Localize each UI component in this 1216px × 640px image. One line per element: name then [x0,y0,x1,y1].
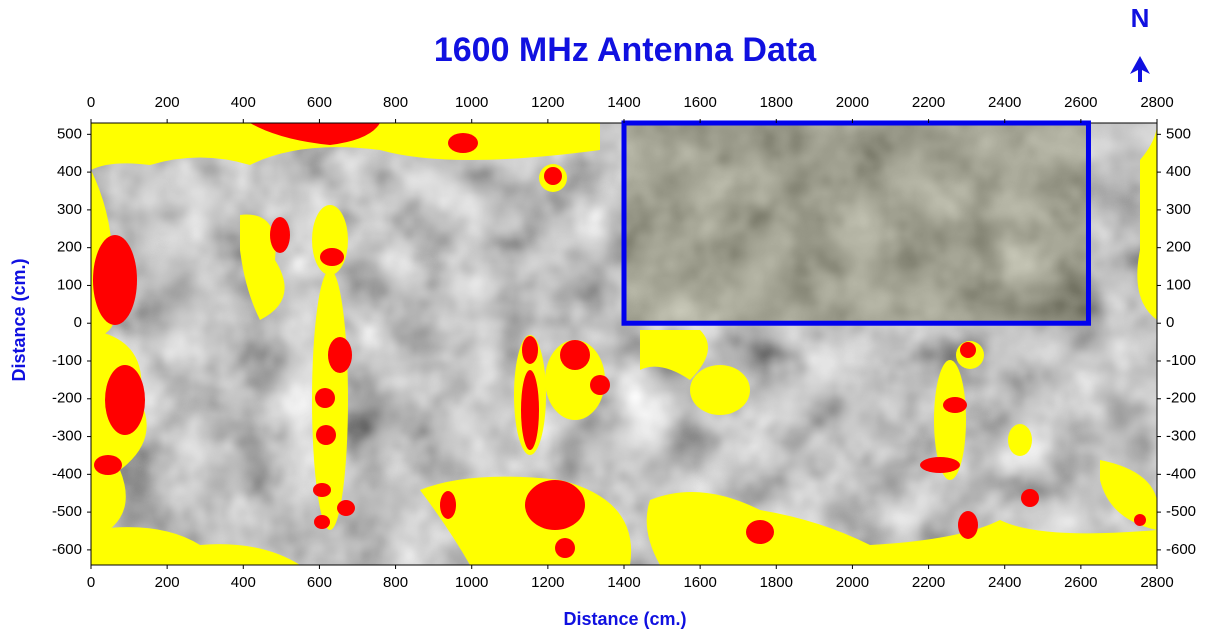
x-tick-label-top: 1000 [455,94,488,111]
x-tick-label-bottom: 2200 [912,574,945,591]
north-arrow [1130,56,1150,82]
y-tick-label-left: 100 [57,276,82,293]
y-tick-label-right: 0 [1166,314,1174,331]
y-tick-label-left: 200 [57,239,82,256]
x-tick-label-top: 600 [307,94,332,111]
y-tick-label-left: 0 [74,314,82,331]
y-tick-label-left: 500 [57,125,82,142]
x-axis-label: Distance (cm.) [563,609,686,629]
y-tick-label-right: 500 [1166,125,1191,142]
x-tick-label-bottom: 2600 [1064,574,1097,591]
highlight-shade [624,123,1089,324]
x-tick-label-bottom: 1800 [760,574,793,591]
x-tick-label-top: 2400 [988,94,1021,111]
x-tick-label-top: 2000 [836,94,869,111]
y-tick-label-right: -600 [1166,541,1196,558]
x-tick-label-top: 0 [87,94,95,111]
x-tick-label-top: 400 [231,94,256,111]
y-tick-label-right: -500 [1166,503,1196,520]
x-tick-label-bottom: 1000 [455,574,488,591]
y-tick-label-right: 400 [1166,163,1191,180]
y-tick-label-right: -100 [1166,352,1196,369]
x-tick-label-bottom: 2800 [1140,574,1173,591]
y-tick-label-left: 400 [57,163,82,180]
x-tick-label-top: 200 [155,94,180,111]
x-tick-label-top: 2600 [1064,94,1097,111]
y-tick-label-right: 300 [1166,201,1191,218]
y-tick-label-left: -600 [52,541,82,558]
x-tick-label-bottom: 2000 [836,574,869,591]
x-tick-label-bottom: 1200 [531,574,564,591]
x-tick-label-top: 1800 [760,94,793,111]
y-tick-label-left: -100 [52,352,82,369]
x-tick-label-bottom: 800 [383,574,408,591]
chart-title: 1600 MHz Antenna Data [434,31,817,69]
x-tick-label-top: 1200 [531,94,564,111]
x-tick-label-bottom: 400 [231,574,256,591]
highlight-box [621,120,1091,326]
y-tick-label-right: -400 [1166,465,1196,482]
x-tick-label-bottom: 1400 [607,574,640,591]
x-tick-label-bottom: 0 [87,574,95,591]
north-label: N [1131,3,1150,33]
x-tick-label-bottom: 600 [307,574,332,591]
y-tick-label-left: -300 [52,428,82,445]
x-tick-label-top: 2200 [912,94,945,111]
y-tick-label-left: 300 [57,201,82,218]
x-tick-label-top: 800 [383,94,408,111]
y-tick-label-right: 100 [1166,276,1191,293]
y-axis-label: Distance (cm.) [9,258,29,381]
y-tick-label-right: -200 [1166,390,1196,407]
y-tick-label-left: -200 [52,390,82,407]
x-tick-label-top: 1400 [607,94,640,111]
x-tick-label-bottom: 200 [155,574,180,591]
y-tick-label-left: -500 [52,503,82,520]
x-tick-label-bottom: 2400 [988,574,1021,591]
x-tick-label-bottom: 1600 [683,574,716,591]
y-tick-label-right: 200 [1166,239,1191,256]
x-tick-label-top: 2800 [1140,94,1173,111]
x-tick-label-top: 1600 [683,94,716,111]
y-tick-label-right: -300 [1166,428,1196,445]
y-tick-label-left: -400 [52,465,82,482]
